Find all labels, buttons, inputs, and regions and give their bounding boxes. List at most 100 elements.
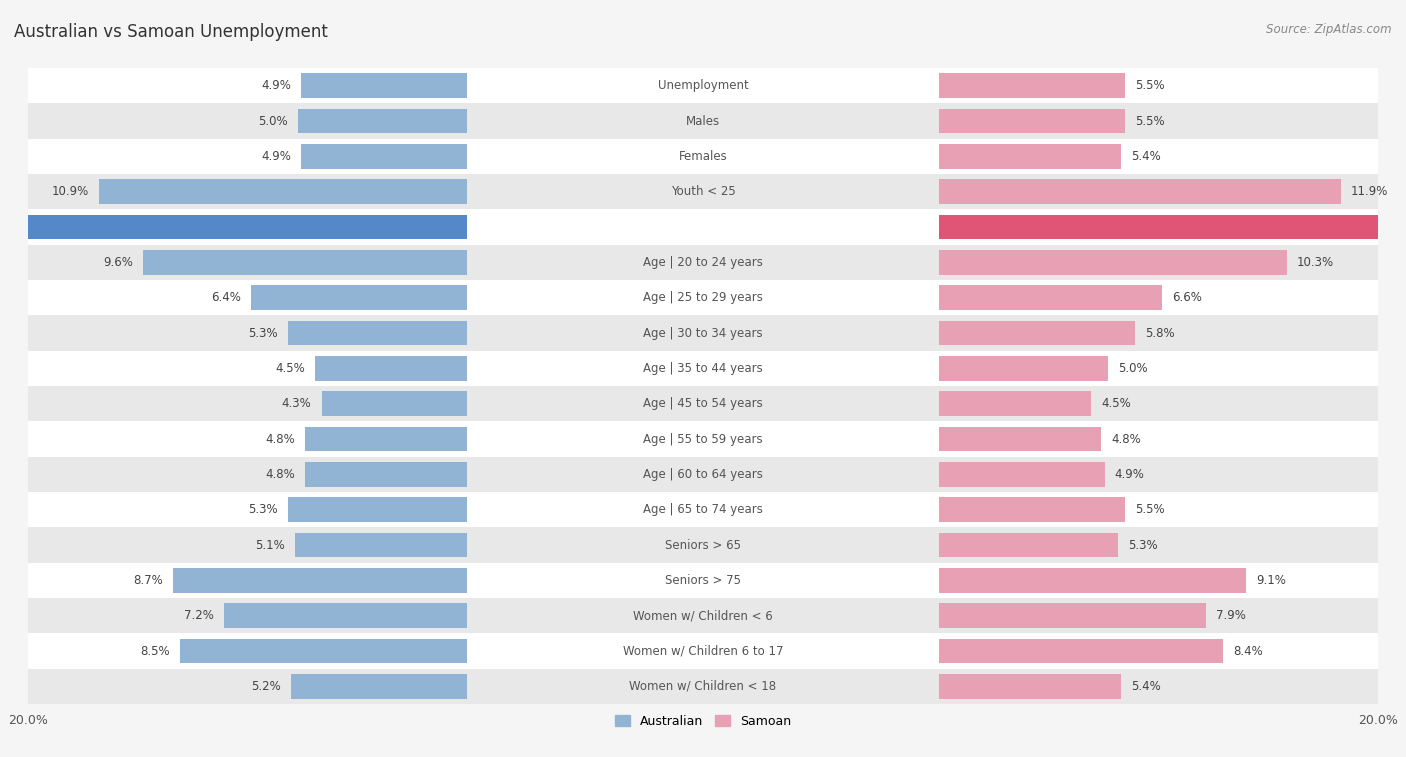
Text: 8.5%: 8.5% [141, 644, 170, 658]
Text: 5.5%: 5.5% [1135, 114, 1164, 128]
Text: 4.8%: 4.8% [1111, 432, 1142, 446]
Bar [939, 179, 1341, 204]
Text: Source: ZipAtlas.com: Source: ZipAtlas.com [1267, 23, 1392, 36]
Text: 4.5%: 4.5% [1101, 397, 1130, 410]
Text: Australian vs Samoan Unemployment: Australian vs Samoan Unemployment [14, 23, 328, 41]
Bar [939, 391, 1091, 416]
Text: 5.3%: 5.3% [1128, 538, 1157, 552]
Bar [28, 386, 1378, 422]
Bar [939, 533, 1118, 557]
Text: Seniors > 75: Seniors > 75 [665, 574, 741, 587]
Bar [939, 497, 1125, 522]
Bar [28, 104, 1378, 139]
Text: 5.4%: 5.4% [1132, 680, 1161, 693]
Text: Unemployment: Unemployment [658, 79, 748, 92]
Text: Women w/ Children < 6: Women w/ Children < 6 [633, 609, 773, 622]
Bar [28, 280, 1378, 316]
Bar [28, 174, 1378, 210]
Text: 8.7%: 8.7% [134, 574, 163, 587]
Text: 9.1%: 9.1% [1257, 574, 1286, 587]
Bar [301, 144, 467, 169]
Text: Age | 55 to 59 years: Age | 55 to 59 years [643, 432, 763, 446]
Bar [28, 562, 1378, 598]
Bar [0, 215, 467, 239]
Legend: Australian, Samoan: Australian, Samoan [610, 710, 796, 733]
Text: 8.4%: 8.4% [1233, 644, 1263, 658]
Bar [224, 603, 467, 628]
Bar [939, 215, 1406, 239]
Bar [305, 462, 467, 487]
Bar [939, 321, 1135, 345]
Bar [28, 668, 1378, 704]
Text: 5.1%: 5.1% [254, 538, 284, 552]
Bar [28, 422, 1378, 456]
Text: Women w/ Children 6 to 17: Women w/ Children 6 to 17 [623, 644, 783, 658]
Text: 5.5%: 5.5% [1135, 503, 1164, 516]
Bar [939, 356, 1108, 381]
Text: 5.0%: 5.0% [259, 114, 288, 128]
Bar [250, 285, 467, 310]
Text: 10.9%: 10.9% [52, 185, 89, 198]
Text: 7.9%: 7.9% [1216, 609, 1246, 622]
Text: Age | 35 to 44 years: Age | 35 to 44 years [643, 362, 763, 375]
Text: 4.9%: 4.9% [1115, 468, 1144, 481]
Text: 10.3%: 10.3% [1296, 256, 1334, 269]
Bar [28, 492, 1378, 528]
Bar [322, 391, 467, 416]
Bar [28, 634, 1378, 668]
Text: Age | 20 to 24 years: Age | 20 to 24 years [643, 256, 763, 269]
Text: Age | 65 to 74 years: Age | 65 to 74 years [643, 503, 763, 516]
Bar [939, 568, 1246, 593]
Text: 5.8%: 5.8% [1144, 326, 1174, 340]
Bar [939, 603, 1206, 628]
Bar [288, 497, 467, 522]
Text: Age | 16 to 19 years: Age | 16 to 19 years [643, 220, 763, 234]
Bar [939, 109, 1125, 133]
Text: 4.8%: 4.8% [264, 432, 295, 446]
Text: Seniors > 65: Seniors > 65 [665, 538, 741, 552]
Bar [28, 68, 1378, 104]
Bar [939, 639, 1223, 663]
Text: Females: Females [679, 150, 727, 163]
Bar [301, 73, 467, 98]
Bar [28, 139, 1378, 174]
Text: 5.3%: 5.3% [249, 326, 278, 340]
Text: 4.5%: 4.5% [276, 362, 305, 375]
Bar [28, 456, 1378, 492]
Text: 5.0%: 5.0% [1118, 362, 1147, 375]
Text: 7.2%: 7.2% [184, 609, 214, 622]
Text: 4.8%: 4.8% [264, 468, 295, 481]
Bar [28, 598, 1378, 634]
Text: 6.6%: 6.6% [1173, 291, 1202, 304]
Text: Age | 25 to 29 years: Age | 25 to 29 years [643, 291, 763, 304]
Text: 5.5%: 5.5% [1135, 79, 1164, 92]
Text: 11.9%: 11.9% [1351, 185, 1388, 198]
Bar [98, 179, 467, 204]
Text: 5.3%: 5.3% [249, 503, 278, 516]
Text: Age | 60 to 64 years: Age | 60 to 64 years [643, 468, 763, 481]
Text: 9.6%: 9.6% [103, 256, 132, 269]
Bar [939, 144, 1122, 169]
Bar [939, 285, 1161, 310]
Bar [28, 350, 1378, 386]
Bar [291, 674, 467, 699]
Bar [180, 639, 467, 663]
Bar [305, 427, 467, 451]
Text: 4.3%: 4.3% [281, 397, 312, 410]
Bar [28, 316, 1378, 350]
Bar [28, 528, 1378, 562]
Text: Youth < 25: Youth < 25 [671, 185, 735, 198]
Bar [288, 321, 467, 345]
Bar [315, 356, 467, 381]
Text: 5.2%: 5.2% [252, 680, 281, 693]
Bar [143, 250, 467, 275]
Text: 4.9%: 4.9% [262, 150, 291, 163]
Bar [298, 109, 467, 133]
Text: Age | 45 to 54 years: Age | 45 to 54 years [643, 397, 763, 410]
Bar [939, 674, 1122, 699]
Bar [939, 73, 1125, 98]
Text: Age | 30 to 34 years: Age | 30 to 34 years [643, 326, 763, 340]
Text: 4.9%: 4.9% [262, 79, 291, 92]
Text: 6.4%: 6.4% [211, 291, 240, 304]
Bar [939, 250, 1286, 275]
